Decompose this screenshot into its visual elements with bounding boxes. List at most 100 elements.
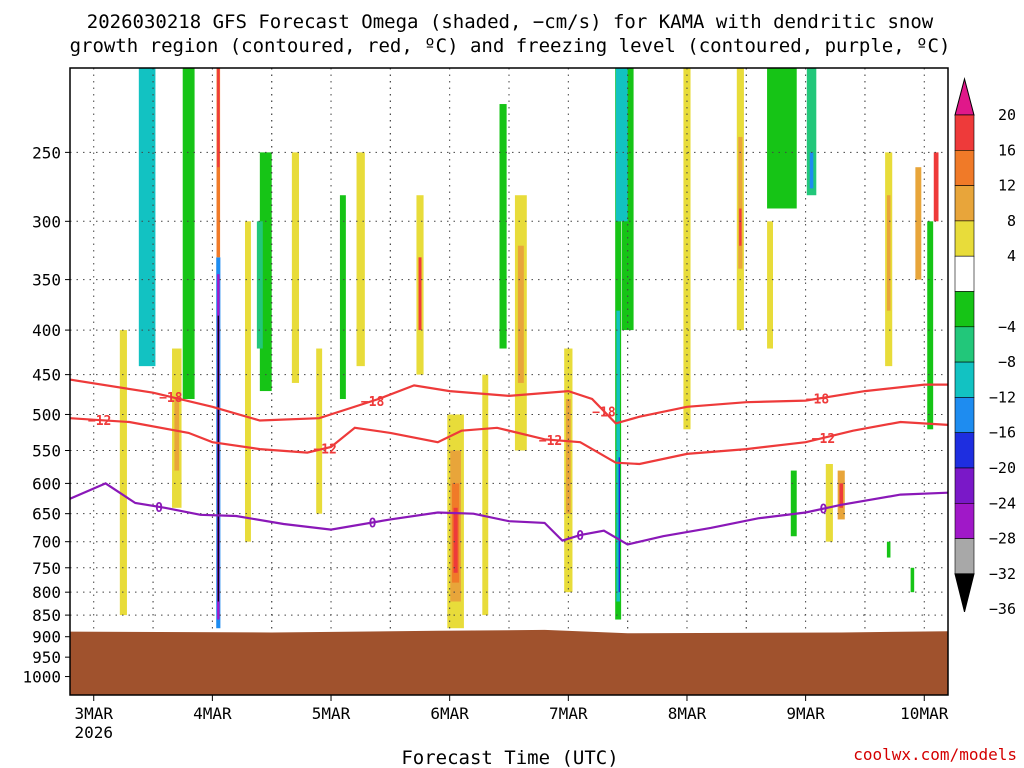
colorbar-bin-11 xyxy=(954,502,975,539)
omega-cell-24 xyxy=(291,152,299,383)
omega-cell-47 xyxy=(886,195,891,311)
colorbar-bin-1 xyxy=(954,150,975,186)
x-tick-label-7: 10MAR xyxy=(900,704,949,723)
x-tick-label-4: 7MAR xyxy=(549,704,588,723)
colorbar: 20 16 12 8 4 −4 −8 −12 −16 −20 −24 −28 −32 −36 xyxy=(954,77,1016,618)
omega-cell-7 xyxy=(618,457,621,593)
x-tick-label-0: 3MAR xyxy=(74,704,113,723)
colorbar-bin-4 xyxy=(954,255,975,292)
omega-cell-4 xyxy=(217,68,220,168)
colorbar-bin-10 xyxy=(954,467,975,504)
colorbar-label-2: 12 xyxy=(998,177,1016,195)
colorbar-bin-12 xyxy=(954,538,975,575)
colorbar-label-10: −24 xyxy=(989,494,1016,512)
colorbar-over-arrow xyxy=(954,77,975,116)
contour-label-1-2: −12 xyxy=(539,434,562,449)
contour-line-2 xyxy=(69,482,949,546)
colorbar-label-7: −12 xyxy=(989,388,1016,406)
y-tick-label-700: 700 xyxy=(32,533,61,552)
y-tick-label-550: 550 xyxy=(32,442,61,461)
colorbar-bin-8 xyxy=(954,397,975,433)
y-tick-label-1000: 1000 xyxy=(22,668,61,687)
colorbar-bin-0 xyxy=(954,114,975,151)
contour-label-0-0: −18 xyxy=(159,391,183,406)
omega-cell-28 xyxy=(418,257,422,331)
colorbar-label-1: 16 xyxy=(998,141,1016,159)
contour-label-1-3: −12 xyxy=(812,432,835,447)
colorbar-label-0: 20 xyxy=(998,106,1016,124)
temperature-contours: −18 −18 −18 −18 −12 −12 −12 −12 0 0 0 0 xyxy=(69,378,949,546)
chart-title-line-1: 2026030218 GFS Forecast Omega (shaded, −… xyxy=(87,11,934,33)
colorbar-bin-5 xyxy=(954,291,975,328)
y-tick-label-900: 900 xyxy=(32,628,61,647)
grid-lines xyxy=(70,68,948,695)
omega-cell-41 xyxy=(739,208,742,246)
colorbar-bin-7 xyxy=(954,361,975,398)
omega-cell-19 xyxy=(615,68,628,222)
omega-cell-6 xyxy=(616,310,620,602)
y-tick-label-450: 450 xyxy=(32,366,61,385)
omega-cell-40 xyxy=(738,136,743,269)
contour-label-0-3: −18 xyxy=(806,393,830,408)
omega-cell-49 xyxy=(933,152,939,222)
omega-cell-50 xyxy=(790,470,797,537)
omega-cell-38 xyxy=(683,68,691,430)
omega-cell-8 xyxy=(138,68,156,367)
plot-frame xyxy=(69,67,949,696)
omega-cell-48 xyxy=(915,167,922,280)
contour-label-2-3: 0 xyxy=(820,503,828,518)
contour-line-1 xyxy=(69,417,949,466)
x-tick-label-5: 8MAR xyxy=(668,704,707,723)
pressure-axis: 250 300 350 400 450 500 550 600 650 700 750 800 850 9… xyxy=(22,143,70,687)
colorbar-label-8: −16 xyxy=(989,424,1016,442)
omega-cell-9 xyxy=(182,68,195,400)
y-tick-label-300: 300 xyxy=(32,212,61,231)
y-tick-label-950: 950 xyxy=(32,648,61,667)
y-tick-label-500: 500 xyxy=(32,405,61,424)
omega-cell-35 xyxy=(517,245,524,383)
omega-cell-42 xyxy=(767,221,773,349)
omega-cell-52 xyxy=(910,567,915,593)
y-tick-label-800: 800 xyxy=(32,583,61,602)
colorbar-bin-2 xyxy=(954,185,975,222)
y-tick-label-650: 650 xyxy=(32,505,61,524)
omega-cell-51 xyxy=(886,541,891,558)
y-tick-label-750: 750 xyxy=(32,559,61,578)
omega-cell-26 xyxy=(356,152,365,367)
colorbar-label-11: −28 xyxy=(989,530,1016,548)
omega-cell-13 xyxy=(499,104,507,349)
colorbar-label-6: −8 xyxy=(998,353,1016,371)
x-tick-label-1: 4MAR xyxy=(193,704,232,723)
ground-mask xyxy=(70,629,948,695)
colorbar-bin-3 xyxy=(954,220,975,257)
colorbar-label-3: 8 xyxy=(1007,212,1016,230)
x-tick-sublabel-0: 2026 xyxy=(74,723,113,742)
omega-shading xyxy=(119,68,939,629)
omega-cell-22 xyxy=(174,399,180,471)
omega-cell-18 xyxy=(927,221,934,430)
omega-cell-20 xyxy=(119,330,127,616)
y-tick-label-400: 400 xyxy=(32,321,61,340)
contour-line-0 xyxy=(69,378,948,425)
omega-cell-33 xyxy=(482,374,489,616)
y-tick-label-250: 250 xyxy=(32,143,61,162)
omega-cell-11 xyxy=(256,221,263,349)
contour-label-0-1: −18 xyxy=(361,395,385,410)
contour-label-2-2: 0 xyxy=(576,529,584,544)
x-axis-label: Forecast Time (UTC) xyxy=(401,747,618,768)
colorbar-bin-6 xyxy=(954,326,975,363)
omega-cell-2 xyxy=(217,315,219,602)
omega-cell-23 xyxy=(245,221,251,542)
contour-label-0-2: −18 xyxy=(592,405,616,420)
colorbar-bin-9 xyxy=(954,432,975,469)
contour-label-1-0: −12 xyxy=(88,414,111,429)
colorbar-label-5: −4 xyxy=(998,318,1016,336)
contour-label-1-1: −12 xyxy=(313,442,336,457)
omega-cell-25 xyxy=(316,348,323,514)
contour-label-2-0: 0 xyxy=(155,501,163,516)
omega-cell-12 xyxy=(339,195,346,400)
omega-cell-32 xyxy=(453,507,458,573)
chart-title-line-2: growth region (contoured, red, ºC) and f… xyxy=(70,35,951,57)
